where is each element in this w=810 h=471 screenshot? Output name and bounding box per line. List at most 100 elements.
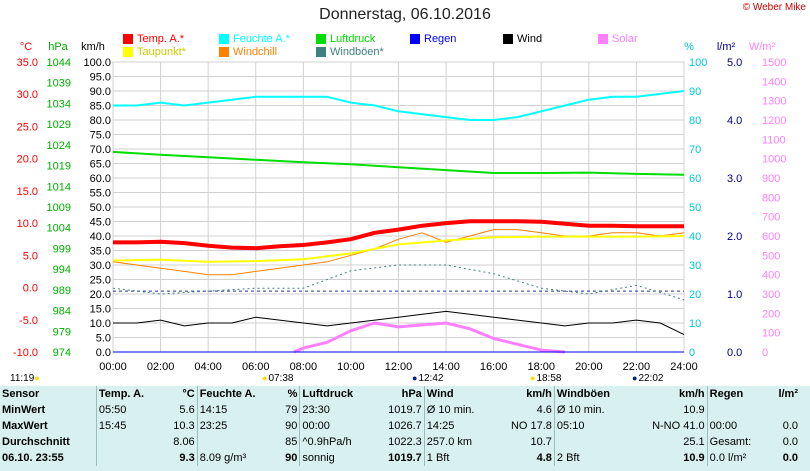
solar-tick-label: 1000 [762, 154, 786, 166]
kmh-tick-label: 90.0 [90, 86, 111, 98]
legend-swatch [316, 34, 326, 44]
legend-item: Windböen* [316, 46, 384, 58]
kmh-tick-label: 100.0 [83, 57, 111, 69]
hpa-tick-label: 1009 [47, 202, 71, 214]
stats-cell: 1019.7 [388, 404, 422, 416]
hpa-tick-label: 1034 [47, 98, 71, 110]
stats-cell: km/h [526, 388, 552, 400]
legend-item: Feuchte A.* [219, 33, 290, 45]
temp-tick-label: 10.0 [17, 218, 38, 230]
legend-item: Windchill [219, 46, 277, 58]
pct-tick-label: 10 [689, 318, 701, 330]
stats-cell: Regen [706, 386, 769, 402]
legend-label: Windböen* [330, 46, 384, 58]
sun-icon: ● [262, 373, 268, 383]
solar-tick-label: 400 [762, 270, 780, 282]
stats-row: Sensor Temp. A. °C Feuchte A.% Luftdruck hPa W… [0, 386, 800, 402]
legend-item: Wind [503, 33, 542, 45]
pct-tick-label: 40 [689, 231, 701, 243]
legend-swatch [598, 34, 608, 44]
legend-label: Wind [517, 33, 543, 45]
time-tick-label: 24:00 [670, 361, 698, 373]
stats-cell: °C [182, 388, 195, 400]
series-line [112, 264, 685, 301]
temp-tick-label: 0.0 [23, 283, 38, 295]
stats-cell: 14:25 [423, 418, 494, 434]
solar-tick-label: 1500 [762, 57, 786, 69]
series-line [112, 235, 685, 263]
stats-cell: Windböen [553, 386, 632, 402]
solar-tick-label: 900 [762, 173, 780, 185]
stats-cell: 00:00 [706, 418, 769, 434]
solar-tick-label: 100 [762, 328, 780, 340]
rain-tick-label: 2.0 [727, 231, 742, 243]
solar-tick-label: 1100 [762, 134, 786, 146]
stats-cell: 90 [285, 420, 298, 432]
rain-tick-label: 4.0 [727, 115, 742, 127]
legend-swatch [123, 34, 133, 44]
stats-row: 06.10. 23:55 9.3 8.09 g/m³ 90 sonnig 1019.7 1 … [0, 450, 800, 466]
hpa-tick-label: 1004 [47, 223, 71, 235]
solar-tick-label: 500 [762, 250, 780, 262]
stats-cell: 14:15 [196, 402, 278, 418]
hpa-tick-label: 989 [53, 285, 71, 297]
kmh-tick-label: 30.0 [90, 260, 111, 272]
time-marker: ●07:38 [262, 373, 293, 384]
axis-unit-label: % [684, 41, 694, 53]
rain-tick-label: 3.0 [727, 173, 742, 185]
legend-swatch [219, 34, 229, 44]
time-marker-label: 18:58 [536, 373, 562, 384]
stats-cell: Luftdruck [299, 386, 374, 402]
stats-cell [769, 402, 800, 418]
temp-tick-label: 25.0 [17, 121, 38, 133]
stats-cell: 10.7 [530, 436, 552, 448]
stats-cell [706, 402, 769, 418]
stats-table: Sensor Temp. A. °C Feuchte A.% Luftdruck hPa W… [0, 386, 800, 466]
kmh-tick-label: 55.0 [90, 188, 111, 200]
stats-cell: 0.0 [782, 436, 798, 448]
time-marker: ●22:02 [632, 373, 663, 384]
legend-swatch [316, 47, 326, 57]
legend-label: Luftdruck [330, 33, 376, 45]
hpa-tick-label: 1019 [47, 161, 71, 173]
stats-cell: 1022.3 [388, 436, 422, 448]
stats-cell: 8.09 g/m³ [196, 450, 278, 466]
stats-cell: 10.3 [173, 420, 195, 432]
temp-tick-label: -5.0 [19, 315, 38, 327]
time-tick-label: 14:00 [432, 361, 460, 373]
solar-tick-label: 800 [762, 192, 780, 204]
hpa-tick-label: 1029 [47, 119, 71, 131]
solar-tick-label: 700 [762, 212, 780, 224]
time-tick-label: 10:00 [337, 361, 365, 373]
kmh-tick-label: 45.0 [90, 217, 111, 229]
time-tick-label: 12:00 [385, 361, 413, 373]
temp-tick-label: 15.0 [17, 186, 38, 198]
stats-cell: 2 Bft [553, 450, 632, 466]
pct-tick-label: 60 [689, 173, 701, 185]
stats-cell: 05:10 [553, 418, 632, 434]
stats-cell: N-NO 41.0 [652, 420, 705, 432]
chart-title: Donnerstag, 06.10.2016 [319, 6, 491, 23]
time-tick-label: 18:00 [527, 361, 555, 373]
stats-cell: 23:30 [299, 402, 374, 418]
stats-cell: 0.0 l/m² [706, 450, 769, 466]
pct-tick-label: 80 [689, 115, 701, 127]
stats-cell: Durchschnitt [2, 436, 70, 448]
hpa-tick-label: 974 [53, 347, 71, 359]
temp-tick-label: 20.0 [17, 154, 38, 166]
time-tick-label: 02:00 [147, 361, 175, 373]
solar-tick-label: 0 [762, 347, 768, 359]
time-marker-label: 11:19 [10, 373, 35, 384]
legend-label: Windchill [233, 46, 278, 58]
temp-tick-label: 30.0 [17, 89, 38, 101]
stats-cell: Feuchte A. [196, 386, 278, 402]
stats-cell: 4.6 [536, 404, 552, 416]
time-tick-label: 20:00 [575, 361, 603, 373]
time-tick-label: 00:00 [99, 361, 127, 373]
copyright-label: © Weber Mike [742, 2, 806, 13]
time-tick-label: 16:00 [480, 361, 508, 373]
stats-cell: 06.10. 23:55 [2, 452, 64, 464]
kmh-tick-label: 25.0 [90, 275, 111, 287]
kmh-tick-label: 20.0 [90, 289, 111, 301]
stats-cell: 05:50 [95, 402, 163, 418]
